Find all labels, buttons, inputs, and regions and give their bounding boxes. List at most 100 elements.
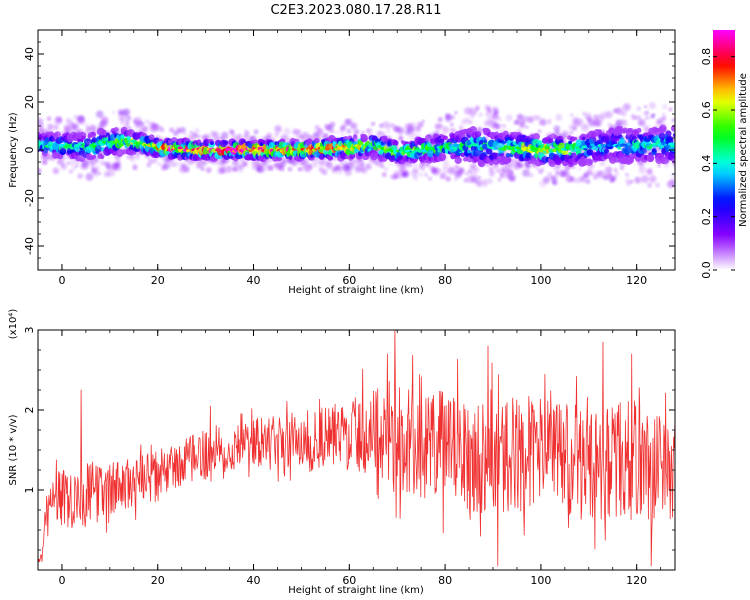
spectrogram-cell — [439, 153, 448, 162]
spectrogram-cell — [257, 165, 266, 173]
spectrogram-cell — [84, 162, 90, 169]
spectrogram-cell — [640, 175, 649, 183]
spectrogram-cell — [91, 130, 97, 136]
spectrogram-cell — [522, 169, 530, 177]
spectrogram-heatmap — [38, 102, 675, 189]
spectrogram-cell — [641, 112, 646, 116]
spectrogram-cell — [106, 164, 113, 171]
spectrogram-cell — [467, 149, 471, 154]
spectrogram-cell — [668, 107, 673, 112]
spectrogram-cell — [563, 161, 569, 166]
spectrogram-cell — [346, 118, 353, 126]
spectrogram-cell — [643, 105, 648, 109]
spectrogram-cell — [335, 131, 339, 135]
spectrogram-cell — [126, 115, 132, 121]
spectrogram-cell — [529, 173, 534, 178]
spectrogram-cell — [427, 176, 433, 181]
snr-x-tick-label: 40 — [247, 574, 261, 587]
snr-x-tick-label: 120 — [626, 574, 647, 587]
spectrogram-cell — [387, 123, 394, 129]
colorbar-tick-label: 0.6 — [700, 101, 713, 119]
spectrogram-cell — [420, 166, 426, 172]
spectrogram-cell — [205, 167, 212, 173]
spectrogram-cell — [464, 117, 470, 124]
spectrogram-cell — [382, 121, 390, 129]
spectrogram-cell — [564, 170, 570, 176]
spectrogram-cell — [53, 122, 60, 129]
spectrogram-cell — [135, 156, 140, 161]
spectrogram-cell — [157, 161, 162, 167]
spectrogram-cell — [497, 116, 502, 122]
spectrogram-cell — [527, 116, 534, 123]
spectrogram-cell — [226, 165, 234, 173]
spectrogram-cell — [485, 162, 490, 167]
spectrogram-cell — [95, 166, 100, 171]
spectrogram-cell — [478, 112, 483, 117]
spectrogram-cell — [230, 130, 235, 135]
spectrogram-cell — [85, 173, 94, 181]
spectrogram-cell — [630, 179, 634, 184]
spectrogram-cell — [141, 125, 149, 133]
spectrogram-cell — [46, 116, 52, 121]
spectrogram-cell — [66, 161, 70, 165]
spectrogram-cell — [99, 160, 106, 166]
spectrogram-cell — [648, 175, 657, 183]
colorbar-tick-label: 0.2 — [700, 208, 713, 226]
spectrogram-cell — [310, 154, 315, 159]
spectrogram-cell — [380, 164, 385, 169]
spectrogram-cell — [140, 122, 145, 126]
spectrogram-cell — [122, 108, 131, 117]
spectrogram-cell — [419, 173, 423, 177]
spectrogram-cell — [568, 140, 573, 145]
spectrogram-cell — [91, 137, 98, 143]
snr-x-tick-label: 80 — [438, 574, 452, 587]
spectrogram-cell — [671, 146, 675, 153]
spectrogram-cell — [450, 127, 456, 133]
spectrogram-cell — [210, 141, 215, 146]
spectrogram-cell — [499, 123, 503, 127]
spectrogram-cell — [638, 166, 646, 174]
spectrogram-cell — [651, 147, 657, 153]
spectrogram-cell — [361, 130, 365, 135]
spectrogram-cell — [454, 110, 458, 115]
spectrogram-cell — [454, 170, 462, 179]
spectrogram-cell — [443, 135, 448, 141]
spectrogram-cell — [183, 167, 190, 173]
spectrogram-cell — [437, 168, 442, 173]
spectrogram-cell — [307, 134, 315, 142]
spectrogram-cell — [521, 115, 529, 123]
spectrogram-cell — [361, 162, 365, 166]
spectrogram-cell — [493, 163, 499, 169]
colorbar-label: Normalized spectral amplitude — [738, 73, 749, 227]
spectrogram-cell — [636, 106, 642, 112]
snr-y-label: SNR (10 * v/v) — [8, 414, 19, 485]
spectrogram-cell — [561, 130, 569, 139]
spectrogram-cell — [274, 125, 282, 133]
spectrogram-cell — [408, 132, 416, 140]
spectrogram-cell — [463, 178, 468, 183]
spectrogram-cell — [439, 123, 444, 129]
spectrogram-cell — [510, 158, 516, 164]
spectrogram-cell — [613, 168, 618, 172]
figure-title: C2E3.2023.080.17.28.R11 — [270, 3, 441, 18]
snr-x-tick-label: 0 — [58, 574, 65, 587]
spectrogram-cell — [445, 113, 451, 120]
spectrogram-cell — [107, 169, 116, 177]
spectrogram-y-tick-label: -40 — [23, 237, 36, 255]
spectrogram-cell — [69, 169, 73, 174]
spectrogram-cell — [605, 110, 613, 119]
spectrogram-cell — [450, 122, 455, 126]
snr-y-tick-label: 2 — [23, 407, 36, 414]
snr-x-label: Height of straight line (km) — [288, 585, 424, 596]
spectrogram-cell — [370, 121, 376, 126]
spectrogram-cell — [281, 162, 287, 167]
spectrogram-cell — [569, 176, 576, 182]
spectrogram-cell — [93, 171, 99, 178]
spectrogram-cell — [570, 113, 574, 117]
spectrogram-cell — [196, 134, 201, 139]
spectrogram-cell — [442, 160, 450, 168]
spectrogram-cell — [475, 128, 484, 137]
spectrogram-cell — [481, 178, 488, 185]
spectrogram-cell — [147, 158, 154, 165]
spectrogram-cell — [661, 115, 668, 121]
